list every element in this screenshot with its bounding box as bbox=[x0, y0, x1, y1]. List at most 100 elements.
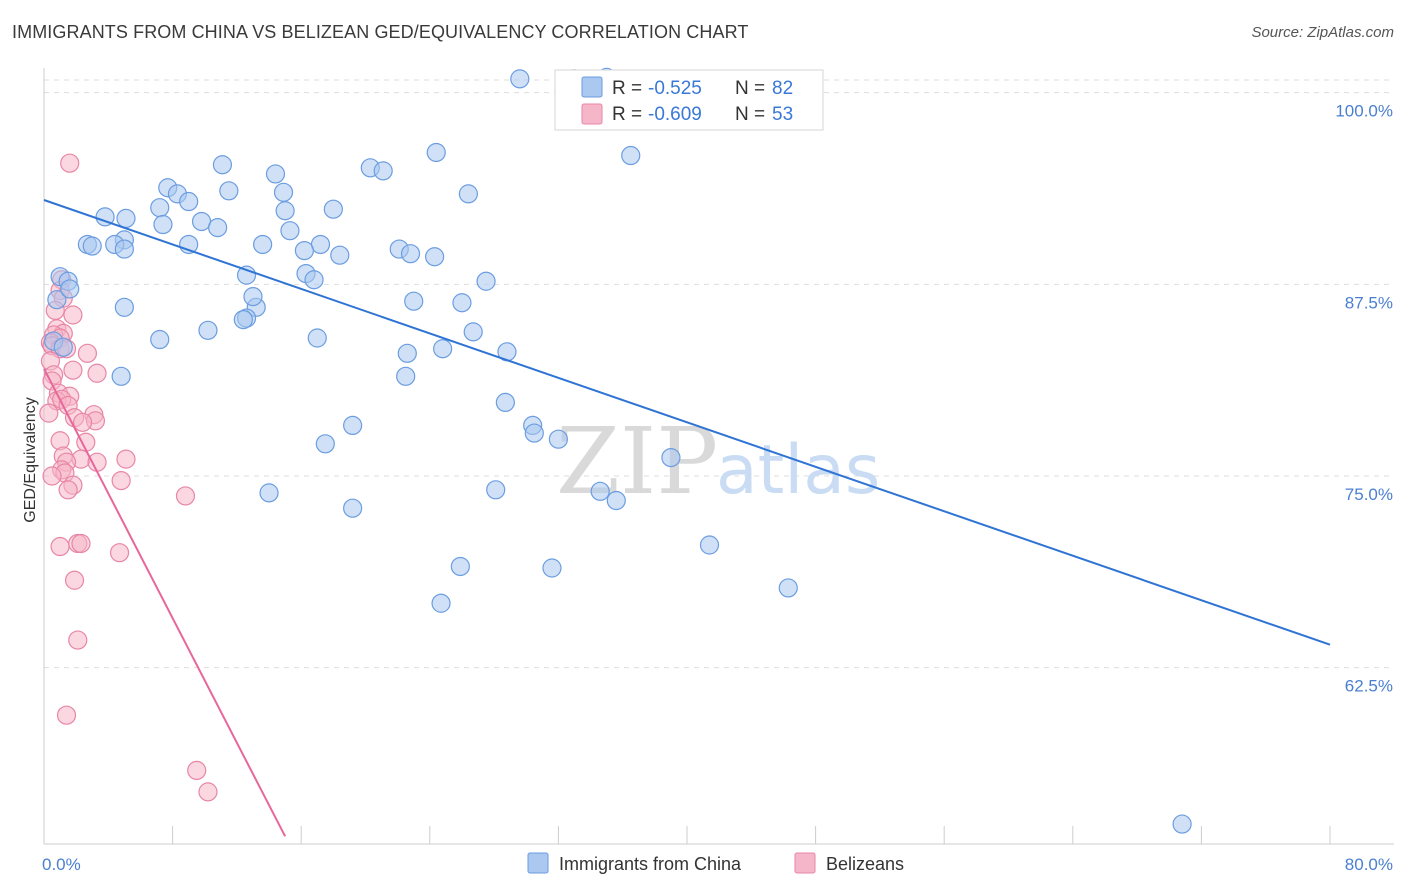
china-point-65 bbox=[524, 423, 544, 443]
china-point-68 bbox=[590, 481, 610, 501]
y-tick-labels: 62.5% 75.0% 87.5% 100.0% bbox=[1335, 102, 1393, 696]
china-point-74 bbox=[450, 556, 470, 577]
belize-point-35 bbox=[116, 449, 136, 469]
china-point-71 bbox=[259, 483, 279, 503]
y-tick-label-3: 100.0% bbox=[1335, 102, 1393, 121]
x-tick-labels: 0.0% 80.0% bbox=[42, 855, 1393, 874]
belize-point-16 bbox=[63, 360, 83, 380]
belize-point-46 bbox=[50, 536, 70, 557]
series-legend: Immigrants from China Belizeans bbox=[527, 852, 904, 874]
china-point-52 bbox=[198, 320, 218, 340]
legend-n-value-belize: 53 bbox=[772, 104, 793, 125]
belize-point-47 bbox=[109, 543, 130, 563]
legend-r-label-china: R = bbox=[612, 78, 642, 99]
legend-n-label-belize: N = bbox=[735, 104, 765, 125]
china-point-78 bbox=[1172, 814, 1192, 834]
trend-lines bbox=[43, 199, 1331, 837]
belize-point-43 bbox=[175, 486, 196, 506]
legend-r-label-belize: R = bbox=[612, 104, 642, 125]
legend-n-label-china: N = bbox=[735, 78, 765, 99]
series-legend-label-belize: Belizeans bbox=[826, 854, 904, 874]
stats-legend: R = -0.525 N = 82 R = -0.609 N = 53 bbox=[554, 69, 824, 131]
source-credit: Source: ZipAtlas.com bbox=[1251, 24, 1394, 41]
china-point-17 bbox=[95, 207, 115, 227]
china-point-47 bbox=[404, 291, 424, 311]
china-point-69 bbox=[606, 490, 626, 511]
china-point-15 bbox=[150, 198, 170, 218]
belize-point-50 bbox=[56, 705, 77, 725]
china-point-51 bbox=[150, 329, 170, 350]
china-point-55 bbox=[463, 322, 483, 342]
axes bbox=[43, 68, 1394, 845]
legend-r-value-china: -0.525 bbox=[648, 78, 702, 99]
belize-point-36 bbox=[87, 452, 107, 472]
china-point-49 bbox=[60, 279, 80, 299]
belize-point-14 bbox=[77, 343, 98, 363]
china-point-34 bbox=[425, 247, 445, 267]
y-tick-label-1: 75.0% bbox=[1345, 485, 1393, 504]
china-point-39 bbox=[304, 270, 324, 290]
china-point-75 bbox=[542, 558, 562, 578]
china-point-46 bbox=[233, 310, 253, 330]
china-point-61 bbox=[495, 392, 515, 412]
watermark-atlas: atlas bbox=[716, 431, 880, 510]
china-point-31 bbox=[310, 234, 331, 255]
china-point-18 bbox=[116, 208, 136, 228]
china-point-16 bbox=[323, 199, 343, 219]
belize-point-29 bbox=[72, 412, 93, 432]
series-legend-swatch-china bbox=[527, 852, 549, 874]
series-legend-swatch-belize bbox=[794, 852, 816, 874]
belize-point-49 bbox=[68, 630, 88, 650]
legend-r-value-belize: -0.609 bbox=[648, 104, 702, 125]
x-tick-label-1: 80.0% bbox=[1345, 855, 1393, 874]
china-point-73 bbox=[699, 535, 720, 555]
grid-lines bbox=[44, 79, 1394, 669]
china-point-22 bbox=[280, 221, 300, 241]
china-point-4 bbox=[212, 155, 233, 175]
china-points bbox=[44, 67, 1192, 834]
china-point-32 bbox=[294, 241, 315, 261]
china-point-19 bbox=[153, 214, 173, 235]
legend-n-value-china: 82 bbox=[772, 78, 793, 99]
china-point-14 bbox=[458, 184, 478, 204]
y-tick-label-2: 87.5% bbox=[1345, 293, 1393, 312]
china-point-44 bbox=[114, 297, 134, 317]
belize-point-40 bbox=[111, 471, 131, 491]
china-trend-line bbox=[43, 199, 1331, 646]
china-point-70 bbox=[486, 480, 506, 500]
china-point-21 bbox=[208, 218, 228, 238]
china-point-20 bbox=[191, 211, 212, 232]
china-point-27 bbox=[114, 239, 134, 259]
series-legend-label-china: Immigrants from China bbox=[559, 854, 742, 874]
belize-point-25 bbox=[39, 403, 59, 423]
china-point-58 bbox=[397, 343, 417, 363]
legend-swatch-belize bbox=[581, 103, 603, 125]
china-point-33 bbox=[400, 244, 421, 264]
china-point-53 bbox=[307, 328, 327, 348]
watermark-zip: ZIP bbox=[556, 408, 718, 515]
china-point-59 bbox=[111, 366, 131, 386]
china-point-77 bbox=[431, 593, 451, 613]
china-point-66 bbox=[315, 434, 335, 454]
china-point-2 bbox=[426, 142, 446, 163]
watermark: ZIP atlas bbox=[556, 408, 880, 515]
china-point-41 bbox=[476, 271, 496, 291]
china-point-0 bbox=[510, 69, 530, 89]
china-point-7 bbox=[373, 161, 393, 181]
belize-point-52 bbox=[198, 782, 218, 802]
legend-swatch-china bbox=[581, 76, 603, 98]
china-point-57 bbox=[53, 337, 73, 357]
china-point-3 bbox=[621, 145, 641, 166]
china-point-12 bbox=[273, 182, 294, 202]
china-point-6 bbox=[265, 164, 286, 184]
belize-point-18 bbox=[87, 363, 107, 383]
china-point-10 bbox=[219, 181, 239, 201]
china-point-11 bbox=[179, 191, 199, 212]
china-point-60 bbox=[396, 366, 416, 386]
china-point-54 bbox=[243, 287, 263, 307]
belize-point-0 bbox=[60, 153, 80, 173]
china-point-35 bbox=[330, 245, 350, 265]
x-tick-label-0: 0.0% bbox=[42, 855, 81, 874]
belize-trend-line bbox=[43, 368, 287, 837]
